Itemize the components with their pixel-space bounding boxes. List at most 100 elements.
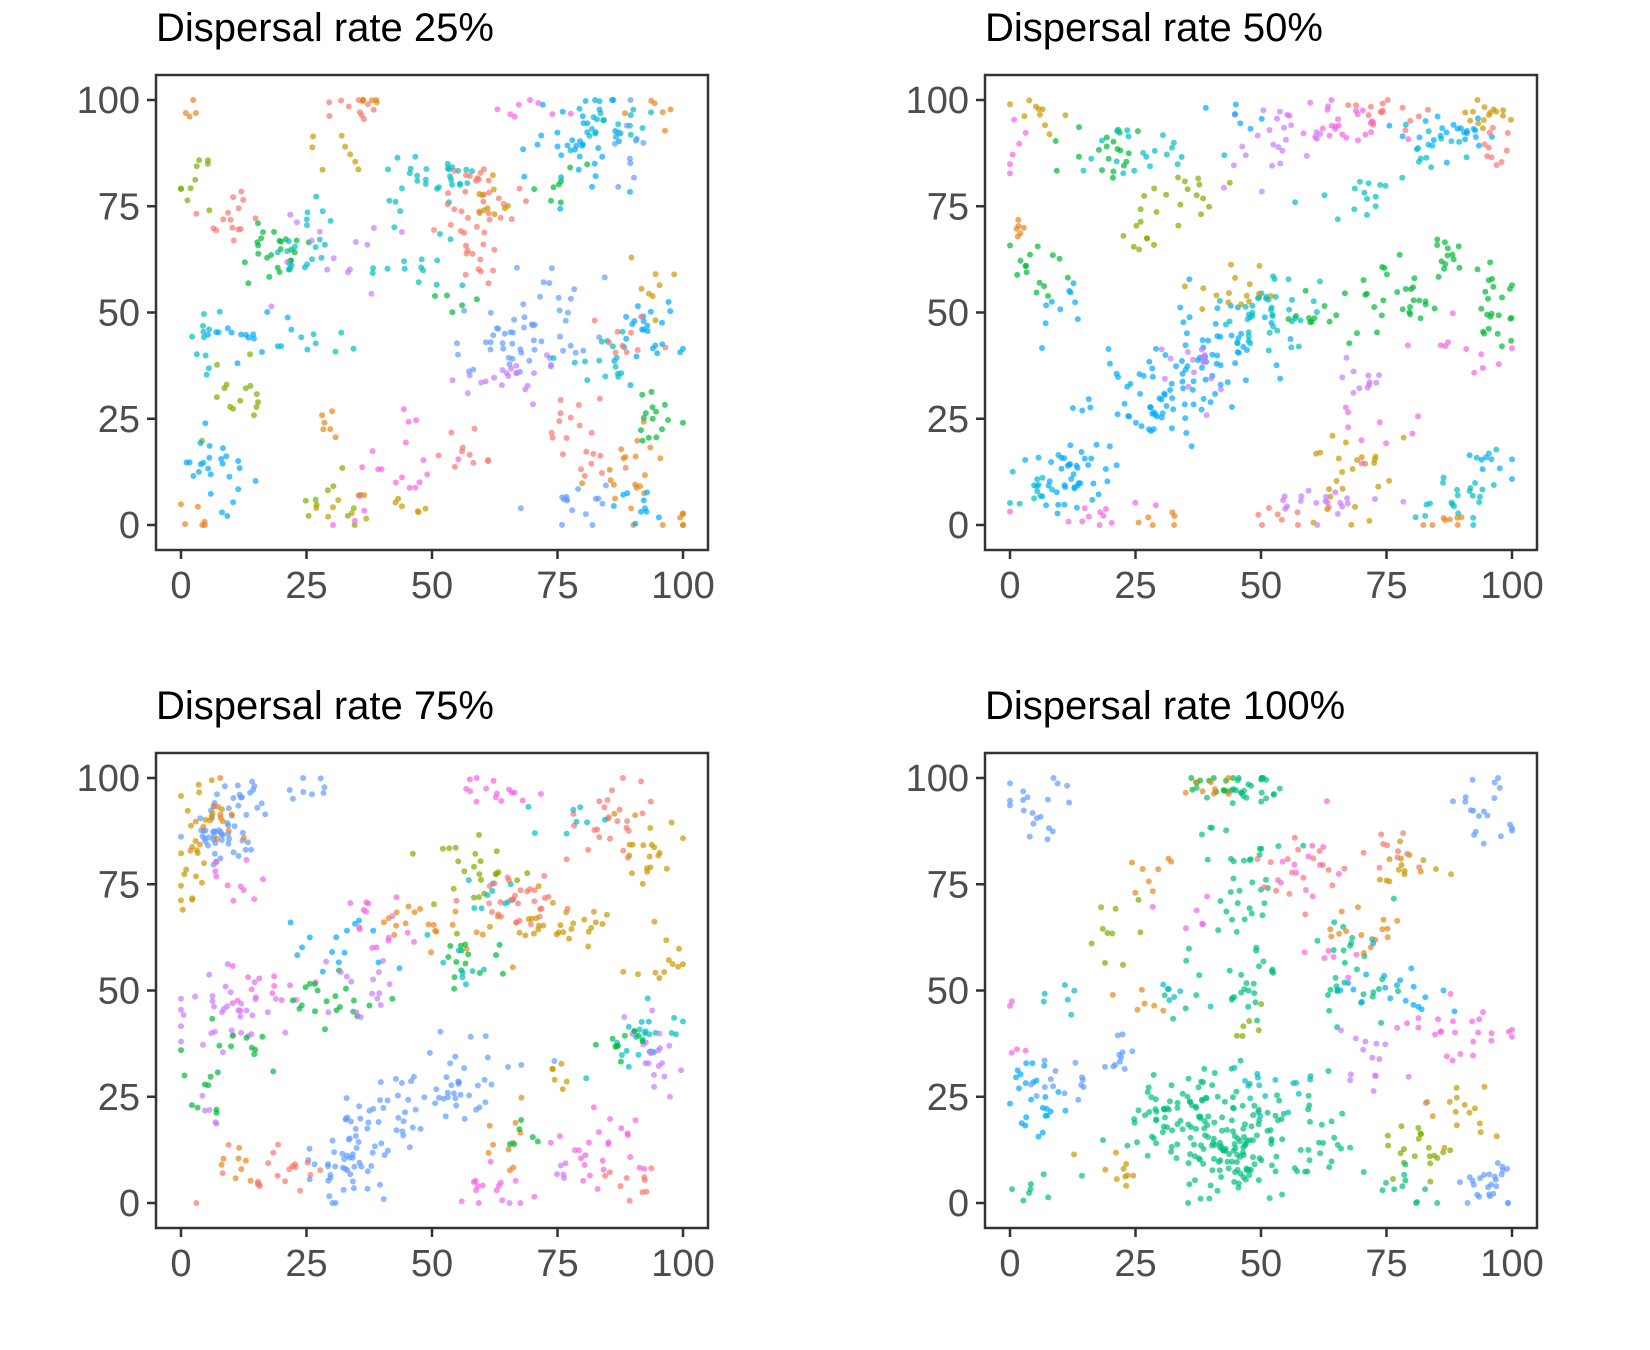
data-point (1141, 1000, 1148, 1007)
data-point (1422, 118, 1429, 124)
data-point (1340, 923, 1347, 930)
data-point (1029, 1060, 1036, 1067)
data-point (1226, 179, 1233, 186)
data-point (282, 1178, 289, 1185)
data-point (1372, 203, 1379, 210)
data-point (610, 481, 617, 488)
data-point (1370, 1088, 1377, 1094)
data-point (1013, 1074, 1019, 1081)
data-point (489, 909, 495, 915)
data-point (178, 1047, 184, 1054)
data-point (1477, 1129, 1484, 1136)
data-point (1360, 277, 1367, 284)
data-point (1161, 992, 1168, 999)
data-point (1108, 519, 1115, 526)
data-point (675, 963, 682, 970)
data-point (1399, 174, 1406, 181)
data-point (229, 1032, 236, 1039)
data-point (1297, 1147, 1304, 1153)
x-tick-label: 0 (170, 1243, 191, 1285)
data-point (1295, 522, 1301, 528)
data-point (392, 499, 399, 506)
data-point (1034, 488, 1041, 495)
data-point (596, 395, 603, 402)
data-point (274, 1172, 281, 1179)
data-point (393, 909, 400, 916)
data-point (563, 856, 570, 863)
data-point (222, 983, 229, 990)
data-point (1441, 1144, 1448, 1151)
data-point (1254, 132, 1261, 139)
data-point (1434, 236, 1441, 243)
data-point (1020, 788, 1027, 795)
data-point (364, 241, 371, 248)
data-point (626, 852, 633, 859)
data-point (1484, 311, 1491, 318)
data-point (193, 351, 200, 358)
data-point (220, 1155, 227, 1162)
data-point (1480, 840, 1487, 847)
data-point (1124, 1172, 1131, 1179)
data-point (602, 482, 609, 489)
data-point (411, 938, 417, 945)
data-point (339, 1150, 346, 1157)
data-point (1238, 971, 1245, 978)
data-point (244, 839, 251, 846)
data-point (1440, 1149, 1447, 1156)
data-point (353, 1145, 360, 1151)
data-point (515, 101, 522, 108)
data-point (1380, 916, 1387, 923)
data-point (1145, 878, 1152, 885)
data-point (1272, 1112, 1279, 1119)
data-point (1266, 1195, 1273, 1202)
data-point (601, 816, 608, 823)
data-point (651, 918, 658, 925)
data-point (1200, 1146, 1207, 1152)
data-point (580, 120, 587, 127)
data-point (225, 1141, 232, 1148)
data-point (1358, 932, 1365, 938)
data-point (1134, 128, 1141, 135)
data-point (1497, 833, 1504, 840)
data-point (309, 144, 316, 151)
y-tick-label: 75 (98, 186, 140, 228)
data-point (309, 791, 315, 798)
data-point (1049, 252, 1056, 259)
data-point (361, 507, 368, 514)
data-point (201, 1081, 208, 1088)
data-point (1287, 336, 1294, 342)
y-tick-label: 50 (927, 293, 969, 335)
data-point (480, 966, 487, 973)
data-point (1335, 455, 1342, 462)
data-point (1237, 1057, 1244, 1064)
data-point (1049, 486, 1056, 493)
data-point (480, 166, 487, 173)
data-point (640, 326, 647, 333)
data-point (207, 1073, 214, 1080)
data-point (1220, 787, 1227, 794)
data-point (580, 347, 587, 354)
data-point (1178, 154, 1185, 160)
data-point (473, 798, 480, 805)
data-point (1488, 1181, 1495, 1188)
data-point (1218, 1174, 1225, 1180)
data-point (228, 329, 235, 336)
data-point (312, 1008, 318, 1015)
data-point (1400, 1146, 1407, 1153)
data-point (525, 803, 532, 810)
data-point (364, 101, 371, 108)
data-point (1031, 482, 1038, 489)
data-point (385, 166, 391, 173)
data-point (374, 995, 381, 1002)
data-point (1267, 859, 1274, 866)
data-point (1239, 1033, 1246, 1039)
data-point (251, 412, 257, 419)
data-point (422, 176, 429, 183)
data-point (245, 280, 252, 287)
data-point (1306, 1157, 1313, 1164)
data-point (640, 497, 647, 504)
data-point (1471, 831, 1478, 838)
data-point (677, 514, 684, 521)
data-point (1274, 115, 1280, 122)
data-point (1182, 342, 1189, 349)
